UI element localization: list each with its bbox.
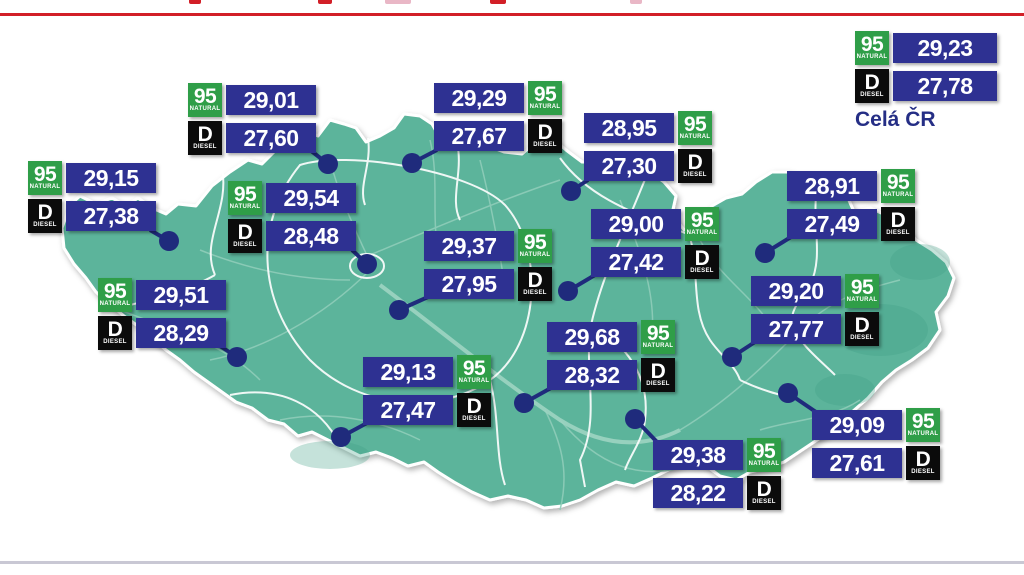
clipped-title-fragment xyxy=(490,0,506,4)
diesel-badge-icon: D DIESEL xyxy=(906,446,940,480)
natural95-badge-icon: 95 NATURAL xyxy=(845,274,879,308)
region-price-label: 95 NATURAL 29,51 D DIESEL 28,29 xyxy=(98,278,226,350)
diesel-badge-icon: D DIESEL xyxy=(228,219,262,253)
natural95-price: 29,29 xyxy=(434,83,524,113)
diesel-price: 27,49 xyxy=(787,209,877,239)
natural95-price: 29,01 xyxy=(226,85,316,115)
diesel-price: 28,32 xyxy=(547,360,637,390)
diesel-price: 27,95 xyxy=(424,269,514,299)
natural95-price: 29,54 xyxy=(266,183,356,213)
diesel-badge-icon: D DIESEL xyxy=(28,199,62,233)
region-price-label: 29,13 95 NATURAL 27,47 D DIESEL xyxy=(363,355,491,427)
natural95-price: 29,13 xyxy=(363,357,453,387)
region-price-label: 28,91 95 NATURAL 27,49 D DIESEL xyxy=(787,169,915,241)
natural95-price: 29,38 xyxy=(653,440,743,470)
region-price-label: 28,95 95 NATURAL 27,30 D DIESEL xyxy=(584,111,712,183)
natural95-badge-icon: 95 NATURAL xyxy=(457,355,491,389)
region-price-label: 29,29 95 NATURAL 27,67 D DIESEL xyxy=(434,81,562,153)
clipped-title-fragment xyxy=(318,0,332,4)
region-price-label: 29,00 95 NATURAL 27,42 D DIESEL xyxy=(591,207,719,279)
region-price-label: 29,38 95 NATURAL 28,22 D DIESEL xyxy=(653,438,781,510)
natural95-price: 29,20 xyxy=(751,276,841,306)
natural95-price: 29,51 xyxy=(136,280,226,310)
diesel-price: 27,47 xyxy=(363,395,453,425)
region-price-label: 95 NATURAL 29,15 D DIESEL 27,38 xyxy=(28,161,156,233)
clipped-title-fragment xyxy=(189,0,201,4)
natural95-badge-icon: 95 NATURAL xyxy=(528,81,562,115)
region-price-label: 29,68 95 NATURAL 28,32 D DIESEL xyxy=(547,320,675,392)
region-price-label: 95 NATURAL 29,54 D DIESEL 28,48 xyxy=(228,181,356,253)
diesel-badge-icon: D DIESEL xyxy=(641,358,675,392)
natural95-badge-icon: 95 NATURAL xyxy=(906,408,940,442)
diesel-badge-icon: D DIESEL xyxy=(528,119,562,153)
diesel-price: 27,30 xyxy=(584,151,674,181)
natural95-badge-icon: 95 NATURAL xyxy=(228,181,262,215)
diesel-price: 27,67 xyxy=(434,121,524,151)
natural95-badge-icon: 95 NATURAL xyxy=(678,111,712,145)
national-caption: Celá ČR xyxy=(855,108,936,131)
diesel-badge-icon: D DIESEL xyxy=(747,476,781,510)
diesel-price: 28,48 xyxy=(266,221,356,251)
natural95-price: 29,37 xyxy=(424,231,514,261)
motorway-d1 xyxy=(378,283,681,445)
diesel-badge-icon: D DIESEL xyxy=(678,149,712,183)
diesel-badge-icon: D DIESEL xyxy=(845,312,879,346)
clipped-title-fragment xyxy=(385,0,411,4)
diesel-badge-icon: D DIESEL xyxy=(855,69,889,103)
diesel-price: 27,42 xyxy=(591,247,681,277)
diesel-price: 27,78 xyxy=(893,71,997,101)
diesel-price: 27,60 xyxy=(226,123,316,153)
clipped-title-fragment xyxy=(630,0,642,4)
natural95-badge-icon: 95 NATURAL xyxy=(855,31,889,65)
natural95-badge-icon: 95 NATURAL xyxy=(881,169,915,203)
natural95-badge-icon: 95 NATURAL xyxy=(28,161,62,195)
region-price-label: 29,20 95 NATURAL 27,77 D DIESEL xyxy=(751,274,879,346)
natural95-price: 28,91 xyxy=(787,171,877,201)
national-price-label: 95 NATURAL 29,23 D DIESEL 27,78 Celá ČR xyxy=(855,31,997,131)
diesel-price: 28,29 xyxy=(136,318,226,348)
region-price-label: 29,09 95 NATURAL 27,61 D DIESEL xyxy=(812,408,940,480)
bottom-divider xyxy=(0,561,1024,564)
natural95-badge-icon: 95 NATURAL xyxy=(188,83,222,117)
road-network xyxy=(119,139,901,511)
diesel-price: 27,77 xyxy=(751,314,841,344)
region-marker-dots xyxy=(159,153,798,447)
top-divider xyxy=(0,13,1024,16)
diesel-price: 27,38 xyxy=(66,201,156,231)
diesel-price: 28,22 xyxy=(653,478,743,508)
natural95-price: 28,95 xyxy=(584,113,674,143)
natural95-price: 29,09 xyxy=(812,410,902,440)
natural95-badge-icon: 95 NATURAL xyxy=(641,320,675,354)
diesel-badge-icon: D DIESEL xyxy=(188,121,222,155)
natural95-price: 29,68 xyxy=(547,322,637,352)
diesel-badge-icon: D DIESEL xyxy=(881,207,915,241)
natural95-price: 29,15 xyxy=(66,163,156,193)
natural95-badge-icon: 95 NATURAL xyxy=(685,207,719,241)
diesel-badge-icon: D DIESEL xyxy=(518,267,552,301)
region-price-label: 95 NATURAL 29,01 D DIESEL 27,60 xyxy=(188,83,316,155)
natural95-badge-icon: 95 NATURAL xyxy=(518,229,552,263)
region-price-label: 29,37 95 NATURAL 27,95 D DIESEL xyxy=(424,229,552,301)
natural95-badge-icon: 95 NATURAL xyxy=(747,438,781,472)
natural95-price: 29,00 xyxy=(591,209,681,239)
natural95-price: 29,23 xyxy=(893,33,997,63)
diesel-price: 27,61 xyxy=(812,448,902,478)
diesel-badge-icon: D DIESEL xyxy=(98,316,132,350)
diesel-badge-icon: D DIESEL xyxy=(685,245,719,279)
natural95-badge-icon: 95 NATURAL xyxy=(98,278,132,312)
diesel-badge-icon: D DIESEL xyxy=(457,393,491,427)
